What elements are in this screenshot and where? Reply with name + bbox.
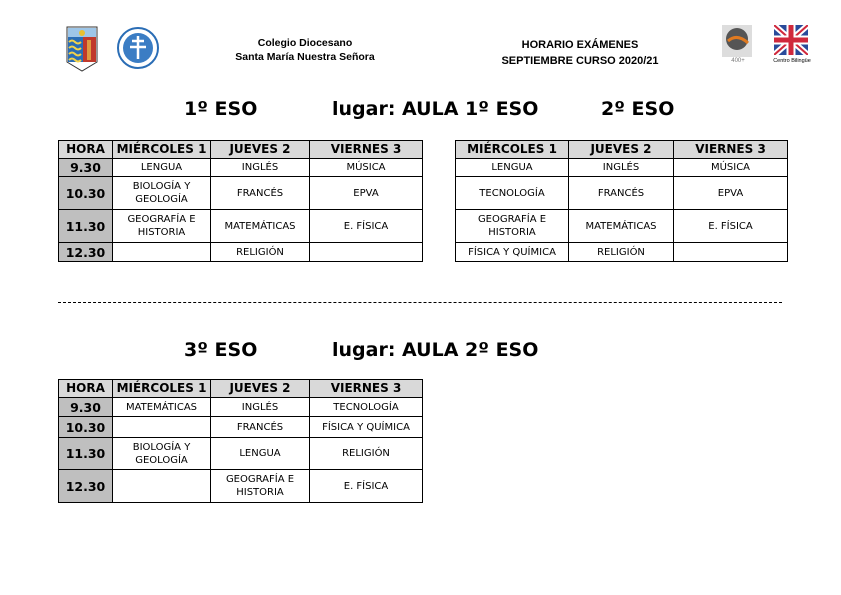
subject-cell: MATEMÁTICAS [568, 209, 674, 243]
time-cell: 10.30 [58, 416, 113, 438]
place-heading-2: lugar: AULA 2º ESO [332, 339, 539, 361]
subject-cell: EPVA [309, 176, 423, 210]
column-header: VIERNES 3 [309, 140, 423, 159]
section-divider [58, 302, 782, 303]
column-header: MIÉRCOLES 1 [112, 379, 211, 398]
schedule-table-3eso: HORA MIÉRCOLES 1 JUEVES 2 VIERNES 3 9.30 MATE… [58, 379, 423, 503]
subject-cell: INGLÉS [568, 158, 674, 177]
quality-seal-logo [722, 25, 752, 57]
subject-cell: GEOGRAFÍA E HISTORIA [210, 469, 310, 503]
table-row: 12.30 GEOGRAFÍA E HISTORIA E. FÍSICA [58, 469, 423, 503]
column-header: JUEVES 2 [568, 140, 674, 159]
subject-cell: TECNOLOGÍA [309, 397, 423, 417]
table-row: 11.30 GEOGRAFÍA E HISTORIA MATEMÁTICAS E. F… [58, 209, 423, 243]
header-row: HORA MIÉRCOLES 1 JUEVES 2 VIERNES 3 [58, 140, 423, 159]
table-row: 11.30 BIOLOGÍA Y GEOLOGÍA LENGUA RELIGIÓN [58, 437, 423, 470]
column-header: JUEVES 2 [210, 140, 310, 159]
table-row: TECNOLOGÍA FRANCÉS EPVA [455, 176, 788, 210]
subject-cell: LENGUA [210, 437, 310, 470]
time-cell: 11.30 [58, 209, 113, 243]
subject-cell: E. FÍSICA [309, 209, 423, 243]
subject-cell: BIOLOGÍA Y GEOLOGÍA [112, 437, 211, 470]
subject-cell: E. FÍSICA [673, 209, 788, 243]
subject-cell: GEOGRAFÍA E HISTORIA [112, 209, 211, 243]
subject-cell: E. FÍSICA [309, 469, 423, 503]
diocese-seal-logo [117, 27, 159, 69]
subject-cell: FÍSICA Y QUÍMICA [309, 416, 423, 438]
school-crest-logo [66, 26, 98, 72]
time-cell: 9.30 [58, 397, 113, 417]
subject-cell: MATEMÁTICAS [210, 209, 310, 243]
subject-cell: INGLÉS [210, 397, 310, 417]
table-row: 12.30 RELIGIÓN [58, 242, 423, 262]
course-heading-3eso: 3º ESO [184, 339, 258, 361]
time-cell: 11.30 [58, 437, 113, 470]
schedule-table-2eso: MIÉRCOLES 1 JUEVES 2 VIERNES 3 LENGUA INGLÉS… [455, 140, 788, 262]
subject-cell: RELIGIÓN [309, 437, 423, 470]
subject-cell: FRANCÉS [568, 176, 674, 210]
subject-cell: TECNOLOGÍA [455, 176, 569, 210]
table-row: 9.30 MATEMÁTICAS INGLÉS TECNOLOGÍA [58, 397, 423, 417]
column-header: MIÉRCOLES 1 [112, 140, 211, 159]
subject-cell [112, 416, 211, 438]
column-header: VIERNES 3 [309, 379, 423, 398]
title-line-2: SEPTIEMBRE CURSO 2020/21 [501, 55, 659, 67]
table-row: GEOGRAFÍA E HISTORIA MATEMÁTICAS E. FÍSICA [455, 209, 788, 243]
school-line-1: Colegio Diocesano [257, 37, 353, 49]
time-cell: 12.30 [58, 242, 113, 262]
subject-cell [309, 242, 423, 262]
subject-cell: RELIGIÓN [210, 242, 310, 262]
subject-cell: BIOLOGÍA Y GEOLOGÍA [112, 176, 211, 210]
seal-label: 400+ [731, 58, 745, 64]
subject-cell: FÍSICA Y QUÍMICA [455, 242, 569, 262]
table-row: 9.30 LENGUA INGLÉS MÚSICA [58, 158, 423, 177]
table-row: 10.30 FRANCÉS FÍSICA Y QUÍMICA [58, 416, 423, 438]
school-name: Colegio Diocesano Santa María Nuestra Se… [200, 36, 410, 64]
header-row: HORA MIÉRCOLES 1 JUEVES 2 VIERNES 3 [58, 379, 423, 398]
table-row: 10.30 BIOLOGÍA Y GEOLOGÍA FRANCÉS EPVA [58, 176, 423, 210]
subject-cell: EPVA [673, 176, 788, 210]
uk-flag-logo [774, 25, 808, 55]
course-heading-1eso: 1º ESO [184, 98, 258, 120]
column-header: HORA [58, 379, 113, 398]
course-heading-2eso: 2º ESO [601, 98, 675, 120]
column-header: MIÉRCOLES 1 [455, 140, 569, 159]
schedule-table-1eso: HORA MIÉRCOLES 1 JUEVES 2 VIERNES 3 9.30 LENG… [58, 140, 423, 262]
subject-cell: LENGUA [455, 158, 569, 177]
time-cell: 9.30 [58, 158, 113, 177]
subject-cell [112, 469, 211, 503]
time-cell: 12.30 [58, 469, 113, 503]
subject-cell: GEOGRAFÍA E HISTORIA [455, 209, 569, 243]
subject-cell [673, 242, 788, 262]
table-row: LENGUA INGLÉS MÚSICA [455, 158, 788, 177]
subject-cell [112, 242, 211, 262]
table-row: FÍSICA Y QUÍMICA RELIGIÓN [455, 242, 788, 262]
column-header: HORA [58, 140, 113, 159]
bilingual-label: Centro Bilingüe [773, 58, 811, 64]
school-line-2: Santa María Nuestra Señora [235, 51, 375, 63]
column-header: VIERNES 3 [673, 140, 788, 159]
document-title: HORARIO EXÁMENES SEPTIEMBRE CURSO 2020/2… [460, 37, 700, 69]
subject-cell: FRANCÉS [210, 416, 310, 438]
time-cell: 10.30 [58, 176, 113, 210]
place-heading-1: lugar: AULA 1º ESO [332, 98, 539, 120]
subject-cell: MÚSICA [673, 158, 788, 177]
subject-cell: INGLÉS [210, 158, 310, 177]
subject-cell: MATEMÁTICAS [112, 397, 211, 417]
column-header: JUEVES 2 [210, 379, 310, 398]
title-line-1: HORARIO EXÁMENES [521, 39, 639, 51]
subject-cell: RELIGIÓN [568, 242, 674, 262]
subject-cell: LENGUA [112, 158, 211, 177]
header-row: MIÉRCOLES 1 JUEVES 2 VIERNES 3 [455, 140, 788, 159]
subject-cell: MÚSICA [309, 158, 423, 177]
subject-cell: FRANCÉS [210, 176, 310, 210]
